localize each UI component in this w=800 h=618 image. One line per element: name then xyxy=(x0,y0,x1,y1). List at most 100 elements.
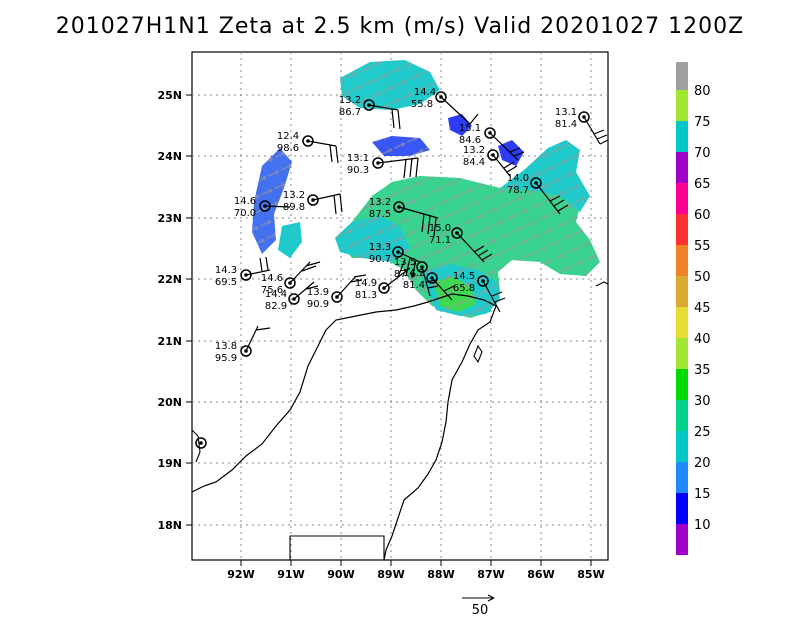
station-marker xyxy=(195,437,207,449)
wind-barb xyxy=(377,157,419,179)
obs-bottom-label: 89.8 xyxy=(283,202,305,213)
obs-bottom-label: 90.3 xyxy=(347,165,369,176)
obs-station: 13.3 90.7 xyxy=(369,242,421,279)
colorbar-swatch xyxy=(676,183,688,214)
obs-station: 14.5 65.8 xyxy=(453,271,506,313)
lon-label: 91W xyxy=(277,568,304,581)
obs-station: 14.4 55.8 xyxy=(411,87,479,125)
obs-top-label: 14.0 xyxy=(507,173,529,184)
wind-barb xyxy=(398,206,439,237)
wind-barb xyxy=(336,274,367,298)
obs-top-label: 13.1 xyxy=(555,107,577,118)
border-line xyxy=(289,535,385,560)
station-marker xyxy=(484,127,496,139)
colorbar-swatch xyxy=(676,493,688,524)
station-marker xyxy=(435,91,447,103)
latitude-labels: 25N 24N 23N 22N 21N 20N 19N 18N xyxy=(157,89,182,532)
obs-bottom-label: 86.7 xyxy=(339,107,361,118)
colorbar-label: 50 xyxy=(694,270,711,285)
wind-barb xyxy=(245,256,271,276)
colorbar-label: 45 xyxy=(694,301,711,316)
obs-station: 15.1 84.6 xyxy=(459,123,525,161)
obs-station: 15.0 71.1 xyxy=(429,223,493,263)
colorbar-swatch xyxy=(676,214,688,245)
obs-bottom-label: 84.6 xyxy=(459,135,481,146)
lat-label: 24N xyxy=(157,150,182,163)
colorbar-swatch xyxy=(676,276,688,307)
obs-bottom-label: 87.5 xyxy=(369,209,391,220)
obs-top-label: 13.1 xyxy=(347,153,369,164)
lon-label: 87W xyxy=(477,568,504,581)
cuba-fragment xyxy=(595,281,608,287)
wind-barb xyxy=(264,205,291,208)
station-marker xyxy=(307,194,319,206)
station-marker xyxy=(288,293,300,305)
colorbar-label: 15 xyxy=(694,487,711,502)
wind-barb xyxy=(431,277,455,301)
lon-label: 92W xyxy=(227,568,254,581)
map-title: 201027H1N1 Zeta at 2.5 km (m/s) Valid 20… xyxy=(55,14,745,39)
obs-top-label: 13.2 xyxy=(283,190,305,201)
obs-bottom-label: 70.0 xyxy=(234,208,256,219)
wind-barb xyxy=(289,261,321,284)
obs-station: 13.2 84.4 xyxy=(463,145,518,177)
station-marker xyxy=(487,149,499,161)
colorbar-swatch xyxy=(676,400,688,431)
station-marker xyxy=(530,177,542,189)
obs-bottom-label: 84.4 xyxy=(463,157,485,168)
wind-barb xyxy=(245,325,271,352)
lon-label: 88W xyxy=(427,568,454,581)
obs-station: 13.2 87.5 xyxy=(369,197,439,237)
longitude-labels: 92W 91W 90W 89W 88W 87W 86W 85W xyxy=(227,568,604,581)
colorbar-swatch xyxy=(676,90,688,121)
obs-bottom-label: 90.9 xyxy=(307,299,329,310)
station-marker xyxy=(416,261,428,273)
obs-bottom-label: 69.5 xyxy=(215,277,237,288)
station-marker xyxy=(240,269,252,281)
obs-station: 13.2 86.7 xyxy=(339,95,401,130)
wind-barb xyxy=(440,96,479,125)
obs-top-label: 14.4 xyxy=(265,289,287,300)
station-marker xyxy=(477,275,489,287)
lon-label: 89W xyxy=(377,568,404,581)
scale-vector-label: 50 xyxy=(472,603,489,618)
coastline-fragment xyxy=(192,429,201,463)
obs-top-label: 12.4 xyxy=(277,131,299,142)
station-marker xyxy=(284,277,296,289)
lat-label: 25N xyxy=(157,89,182,102)
obs-top-label: 14.9 xyxy=(355,278,377,289)
obs-station: 13.2 89.8 xyxy=(283,190,343,215)
arrow-head-icon xyxy=(487,594,495,602)
station-marker xyxy=(578,111,590,123)
obs-bottom-label: 81.4 xyxy=(403,280,425,291)
station-marker xyxy=(392,246,404,258)
colorbar-label: 70 xyxy=(694,146,711,161)
axis-ticks xyxy=(186,94,592,566)
colorbar-swatch xyxy=(676,62,688,90)
obs-bottom-label: 71.1 xyxy=(429,235,451,246)
obs-top-label: 15.1 xyxy=(459,123,481,134)
obs-top-label: 15.0 xyxy=(429,223,451,234)
obs-bottom-label: 90.7 xyxy=(369,254,391,265)
colorbar-swatch xyxy=(676,307,688,338)
lon-label: 86W xyxy=(527,568,554,581)
colorbar-label: 30 xyxy=(694,394,711,409)
shade-cyan-left xyxy=(278,222,302,258)
wind-barb xyxy=(293,281,319,300)
obs-bottom-label: 55.8 xyxy=(411,99,433,110)
obs-station: 14.0 78.7 xyxy=(507,173,569,215)
station-marker xyxy=(426,272,438,284)
obs-top-label: 13.8 xyxy=(215,341,237,352)
wind-barb xyxy=(482,280,506,313)
lat-label: 23N xyxy=(157,212,182,225)
wind-barb xyxy=(492,154,518,177)
colorbar-label: 65 xyxy=(694,177,711,192)
obs-station: 13.9 90.9 xyxy=(307,274,367,310)
wind-barb xyxy=(456,232,493,263)
lon-label: 90W xyxy=(327,568,354,581)
obs-top-label: 13.2 xyxy=(369,197,391,208)
station-dot xyxy=(199,441,203,445)
colorbar-label: 40 xyxy=(694,332,711,347)
colorbar-label: 25 xyxy=(694,425,711,440)
